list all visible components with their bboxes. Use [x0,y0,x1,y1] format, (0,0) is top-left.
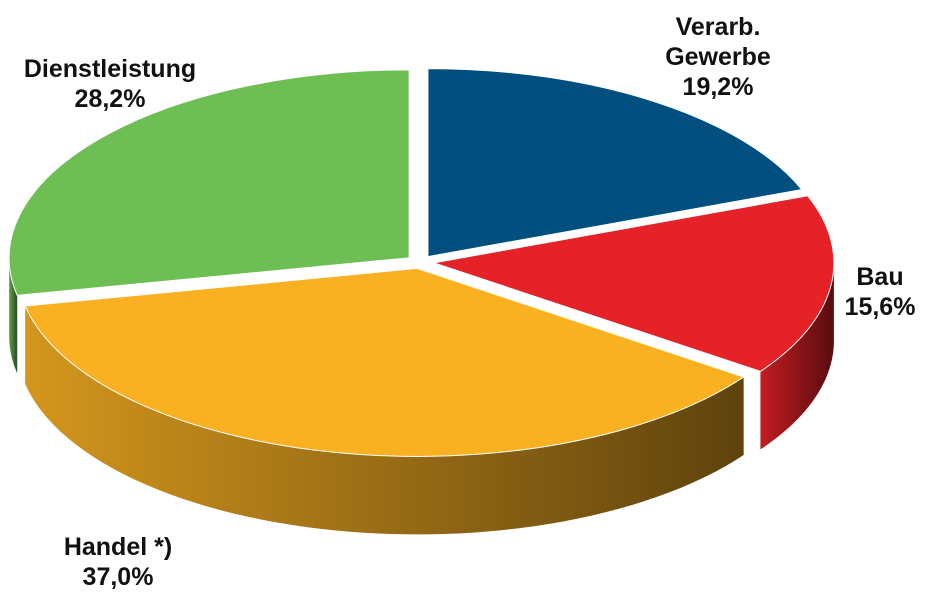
value-label: 28,2% [74,85,146,113]
value-label: 37,0% [82,563,154,591]
slice-label: Verarb. Gewerbe 19,2% [643,12,793,102]
category-label: Handel *) [63,533,173,561]
slice-side [25,305,744,535]
slice [24,267,745,457]
slice-label: Dienstleistung 28,2% [0,54,230,114]
category-label: Dienstleistung [23,55,197,83]
category-label: Bau [856,263,904,291]
slice-side [9,257,18,374]
value-label: 15,6% [844,293,916,321]
slice-side [760,262,834,450]
value-label: 19,2% [682,73,754,101]
slice [427,68,803,258]
slice [8,69,410,296]
slice [433,195,835,372]
slice-label: Handel *) 37,0% [18,532,218,592]
slice-label: Bau 15,6% [820,262,934,322]
category-label: Verarb. Gewerbe [665,13,771,71]
